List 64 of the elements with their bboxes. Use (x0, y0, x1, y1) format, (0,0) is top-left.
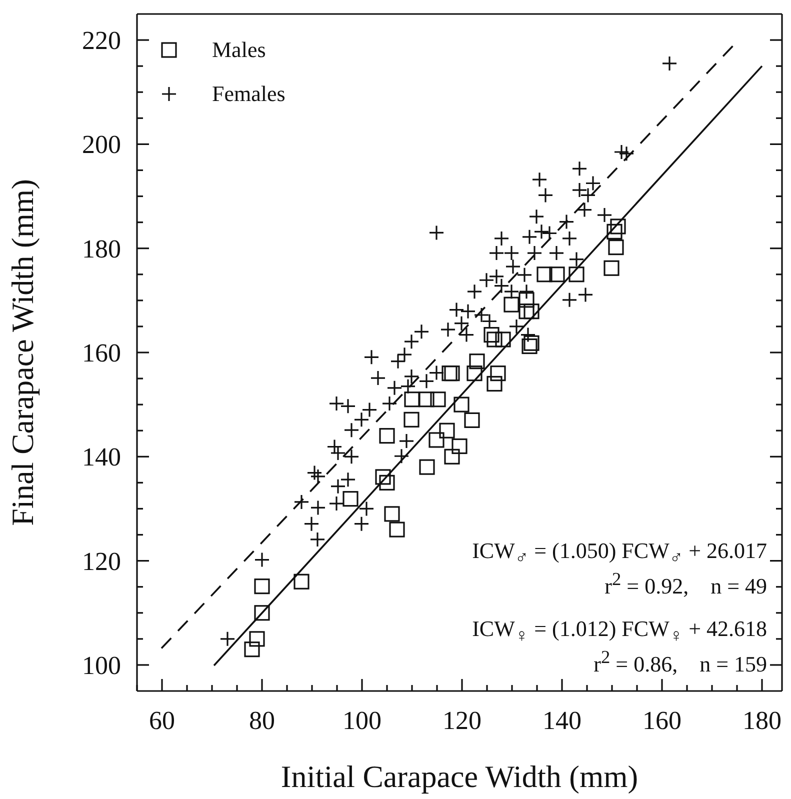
point (549, 266, 565, 282)
point (524, 335, 540, 351)
x-tick-label: 60 (149, 706, 175, 735)
y-tick-label: 140 (82, 442, 121, 472)
point (495, 332, 511, 348)
y-tick-label: 160 (82, 338, 121, 368)
point (522, 338, 538, 354)
point (608, 240, 624, 256)
annotation: r$^{2}$ = 0.92, n = 49 (604, 568, 767, 600)
point (419, 459, 435, 475)
y-tick-label: 120 (82, 546, 121, 576)
x-tick-label: 160 (642, 706, 682, 735)
point (254, 605, 270, 621)
point (254, 578, 270, 594)
point (428, 432, 444, 448)
point (504, 296, 520, 312)
y-tick-label: 180 (82, 234, 121, 264)
annotation: ICW$_{♂}$ = (1.050) FCW$_{♂}$ + 26.017 (472, 538, 767, 570)
x-tick-label: 100 (342, 706, 382, 735)
annotation: r$^{2}$ = 0.86, n = 159 (594, 646, 767, 678)
y-axis-title: Final Carapace Width (mm) (5, 179, 40, 526)
point (249, 631, 265, 647)
point (486, 332, 502, 348)
point (486, 376, 502, 392)
point (294, 574, 310, 590)
x-tick-label: 120 (442, 706, 482, 735)
point (518, 292, 534, 308)
point (244, 642, 260, 658)
y-tick-label: 220 (82, 26, 121, 56)
point (464, 412, 480, 428)
point (389, 522, 405, 538)
point (404, 392, 420, 408)
point (469, 354, 485, 370)
point (342, 491, 358, 507)
legend-label: Females (212, 81, 286, 107)
point (606, 224, 622, 240)
x-tick-label: 80 (249, 706, 275, 735)
point (379, 428, 395, 444)
point (375, 469, 391, 485)
point (490, 366, 506, 382)
point (439, 422, 455, 438)
y-tick-label: 100 (82, 650, 121, 680)
point (568, 266, 584, 282)
point (379, 474, 395, 490)
point (452, 438, 468, 454)
point (484, 326, 500, 343)
x-tick-label: 140 (542, 706, 582, 735)
point (536, 266, 552, 282)
legend-label: Males (212, 37, 266, 63)
annotation: ICW$_{♀}$ = (1.012) FCW$_{♀}$ + 42.618 (472, 616, 767, 648)
point (524, 304, 540, 320)
point (430, 392, 446, 408)
point (404, 412, 420, 428)
y-tick-label: 200 (82, 130, 121, 160)
point (466, 366, 482, 382)
point (518, 304, 534, 320)
point (604, 260, 620, 276)
point (384, 506, 400, 522)
x-tick-label: 180 (742, 706, 782, 735)
point (454, 396, 470, 412)
point (418, 392, 434, 408)
x-axis-title: Initial Carapace Width (mm) (280, 759, 638, 794)
point (444, 448, 460, 464)
point (610, 218, 626, 234)
